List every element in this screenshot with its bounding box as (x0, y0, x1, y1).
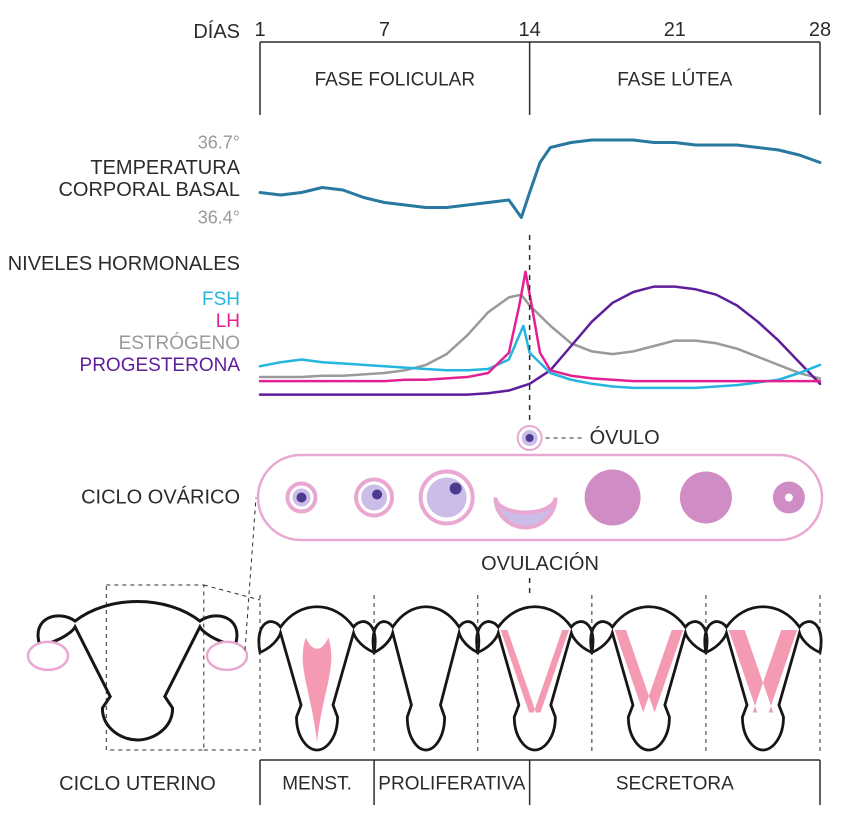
follicle-inner (427, 478, 467, 518)
days-label: DÍAS (193, 20, 240, 43)
follicle-oocyte (372, 490, 382, 500)
follicle-oocyte (450, 483, 462, 495)
ovulation-label: OVULACIÓN (481, 552, 599, 575)
ovary-right (207, 642, 247, 670)
corpus-luteum (680, 472, 732, 524)
day-tick-label: 7 (379, 19, 390, 41)
phase-follicular-label: FASE FOLICULAR (315, 70, 476, 91)
ovulo-label: ÓVULO (590, 426, 660, 449)
legend-progesterone: PROGESTERONA (80, 355, 241, 376)
day-tick-label: 14 (519, 19, 541, 41)
corpus-luteum (585, 470, 641, 526)
bottom-phase-label: SECRETORA (616, 774, 734, 795)
legend-estrogen: ESTRÓGENO (119, 332, 240, 354)
legend-fsh: FSH (202, 289, 240, 310)
corpus-luteum-hole (785, 494, 793, 502)
hormone-title: NIVELES HORMONALES (8, 253, 240, 275)
temp-title-2: CORPORAL BASAL (58, 179, 240, 201)
temp-lo-label: 36.4° (198, 208, 240, 228)
ovulo-dot (526, 434, 534, 442)
legend-lh: LH (216, 311, 240, 332)
temp-title-1: TEMPERATURA (90, 157, 240, 179)
bottom-phase-label: PROLIFERATIVA (378, 774, 525, 795)
phase-luteal-label: FASE LÚTEA (617, 69, 732, 91)
ovarian-cycle-label: CICLO OVÁRICO (81, 486, 240, 509)
temp-hi-label: 36.7° (198, 133, 240, 153)
follicle-oocyte (296, 493, 306, 503)
day-tick-label: 1 (254, 19, 265, 41)
menstrual-cycle-diagram: DÍAS 1 7 14 21 28 FASE FOLICULAR FASE LÚTEA 36.7… (0, 0, 850, 831)
day-tick-label: 28 (809, 19, 831, 41)
bottom-phase-label: MENST. (282, 774, 352, 795)
uterine-cycle-label: CICLO UTERINO (59, 773, 216, 795)
ovary-left (28, 642, 68, 670)
ovarian-track (258, 455, 822, 540)
day-tick-label: 21 (664, 19, 686, 41)
